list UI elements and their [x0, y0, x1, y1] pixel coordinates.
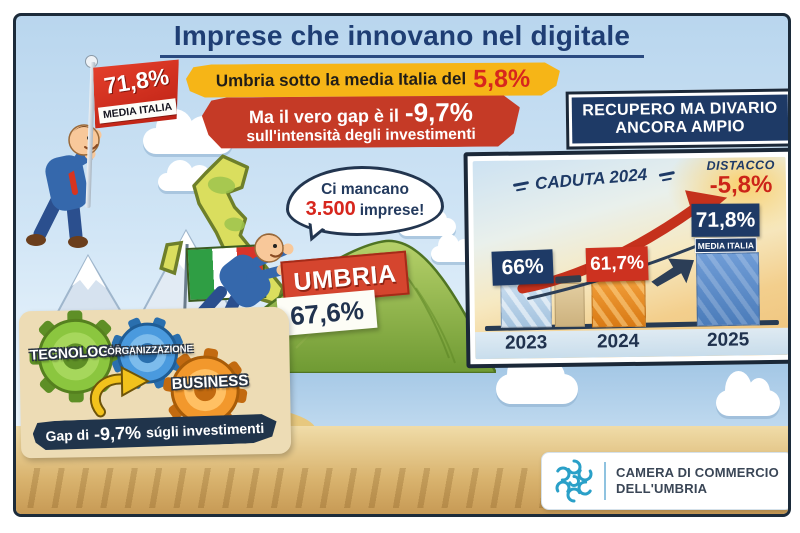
- bar-chart: CADUTA 2024 DISTACCO -5,8% 66% 61,7%: [472, 156, 788, 360]
- red-banner-line2: sull'intensità degli investimenti: [246, 125, 476, 145]
- bubble-value: 3.500: [305, 197, 356, 220]
- bar-2024-value: 61,7%: [585, 246, 649, 283]
- gap-prefix: Gap di: [45, 426, 90, 445]
- dash-mark: [512, 181, 530, 187]
- logo-divider: [604, 462, 606, 500]
- bar-chart-panel: CADUTA 2024 DISTACCO -5,8% 66% 61,7%: [463, 147, 788, 369]
- bar-2023-value: 66%: [491, 249, 554, 286]
- red-banner: Ma il vero gap è il -9,7% sull'intensità …: [202, 94, 521, 149]
- gears-illustration: [29, 310, 248, 433]
- bubble-suffix: imprese!: [359, 201, 425, 219]
- up-right-arrow-icon: [651, 258, 695, 287]
- logo-line1: CAMERA DI COMMERCIO: [616, 465, 779, 481]
- media-italia-label: MEDIA ITALIA: [98, 98, 177, 123]
- business-gear-icon: [163, 348, 248, 433]
- recovery-header-line1: RECUPERO MA DIVARIO: [582, 99, 778, 119]
- page-title: Imprese che innovano nel digitale: [16, 20, 788, 58]
- red-banner-value: -9,7%: [404, 97, 474, 128]
- speech-bubble: Ci mancano 3.500 imprese!: [286, 166, 444, 236]
- bar-2025-value: 71,8%: [691, 203, 760, 237]
- recovery-header-card: RECUPERO MA DIVARIO ANCORA AMPIO: [565, 88, 788, 150]
- gap-value: -9,7%: [93, 422, 142, 444]
- yellow-banner-text: Umbria sotto la media Italia del: [215, 69, 467, 91]
- illustration-frame: 71,8% MEDIA ITALIA Ci mancano 3.500 impre…: [13, 13, 791, 517]
- yellow-curved-arrow-icon: [89, 365, 151, 418]
- rosette-logo-icon: [555, 459, 593, 503]
- yellow-banner-value: 5,8%: [473, 64, 531, 93]
- logo-line2: DELL'UMBRIA: [616, 481, 708, 496]
- gap-suffix: súgli investimenti: [145, 419, 265, 441]
- year-label-2024: 2024: [596, 330, 640, 353]
- climber-with-flag-illustration: [26, 124, 102, 248]
- bubble-line1: Ci mancano: [321, 181, 409, 199]
- year-label-2025: 2025: [706, 329, 750, 351]
- cloud-icon: [496, 351, 578, 404]
- red-banner-line1: Ma il vero gap è il -9,7%: [248, 97, 474, 128]
- recovery-header: RECUPERO MA DIVARIO ANCORA AMPIO: [571, 94, 788, 144]
- gears-card: TECNOLOGIA ORGANIZZAZIONE BUSINESS Gap d…: [18, 306, 292, 459]
- recovery-header-line2: ANCORA AMPIO: [615, 118, 745, 137]
- tecnologia-gear-icon: [29, 310, 122, 403]
- organizzazione-gear-icon: [111, 317, 184, 389]
- cloud-icon: [143, 108, 233, 154]
- media-italia-value: 71,8%: [102, 63, 171, 99]
- yellow-banner: Umbria sotto la media Italia del 5,8%: [186, 61, 560, 98]
- media-italia-flag: 71,8% MEDIA ITALIA: [93, 60, 181, 129]
- cloud-icon: [716, 370, 780, 416]
- chamber-logo-card: CAMERA DI COMMERCIO DELL'UMBRIA: [541, 452, 788, 510]
- bar-2025-sublabel: MEDIA ITALIA: [694, 237, 757, 254]
- bubble-line2: 3.500 imprese!: [305, 197, 425, 220]
- year-label-2023: 2023: [504, 332, 548, 354]
